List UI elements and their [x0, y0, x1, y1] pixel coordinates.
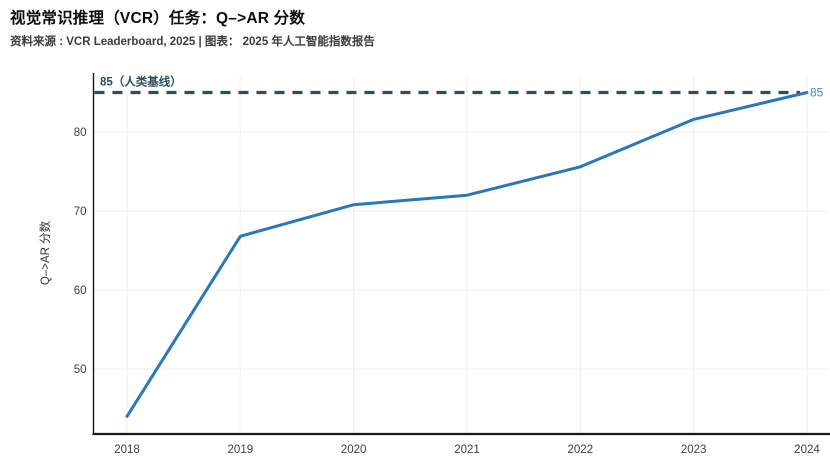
- x-tick-label-2024: 2024: [794, 444, 820, 456]
- y-tick-label-70: 70: [74, 206, 87, 218]
- score-line-series: [125, 91, 809, 418]
- line-end-value-label: 85: [810, 86, 824, 100]
- x-tick-label-2023: 2023: [681, 444, 707, 456]
- x-tick-label-2020: 2020: [341, 444, 367, 456]
- chart-header: 视觉常识推理（VCR）任务：Q–>AR 分数 资料来源 : VCR Leader…: [10, 6, 820, 49]
- y-tick-label-50: 50: [74, 364, 87, 376]
- x-tick-label-2019: 2019: [228, 444, 254, 456]
- chart-title: 视觉常识推理（VCR）任务：Q–>AR 分数: [10, 10, 306, 27]
- chart-source-line: 资料来源 : VCR Leaderboard, 2025 | 图表： 2025 …: [10, 36, 375, 48]
- y-tick-label-80: 80: [74, 127, 87, 139]
- y-axis-title: Q–>AR 分数: [38, 220, 52, 285]
- x-tick-label-2018: 2018: [114, 444, 140, 456]
- human-baseline-label: 85（人类基线）: [100, 75, 182, 89]
- x-tick-label-2021: 2021: [454, 444, 480, 456]
- x-tick-label-2022: 2022: [568, 444, 594, 456]
- y-tick-label-60: 60: [74, 285, 87, 297]
